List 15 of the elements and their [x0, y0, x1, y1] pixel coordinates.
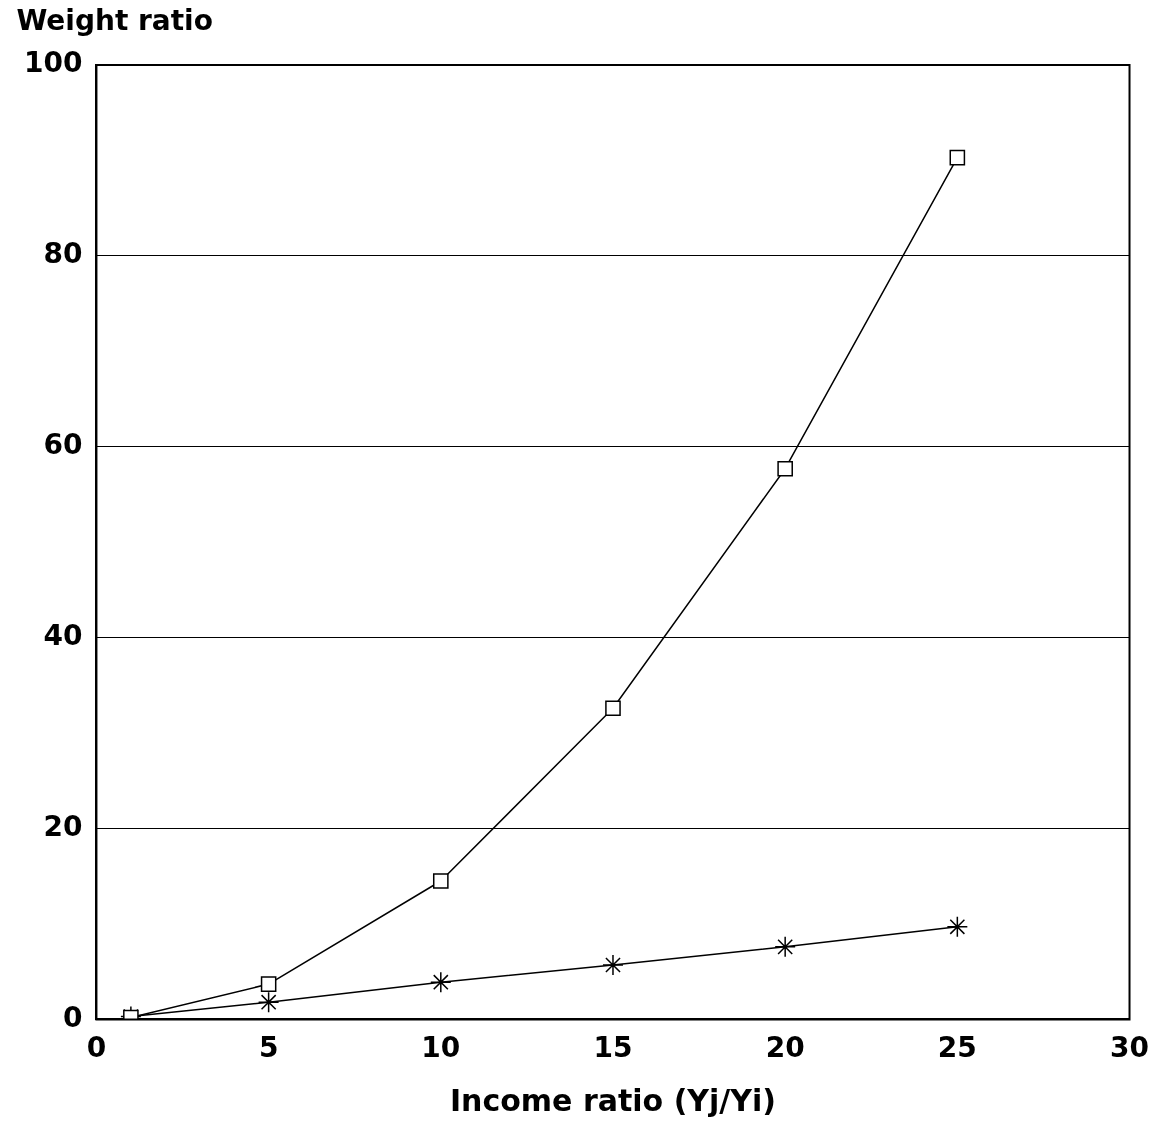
x-tick-label: 30 [1110, 1031, 1149, 1065]
x-tick-label: 20 [765, 1031, 805, 1065]
y-axis-title: Weight ratio [16, 4, 213, 38]
x-tick-label: 25 [937, 1031, 977, 1065]
y-tick-label: 60 [43, 428, 83, 462]
x-tick-label: 5 [258, 1031, 279, 1065]
x-tick-label: 0 [86, 1031, 107, 1065]
y-tick-label: 0 [62, 1000, 83, 1034]
y-tick-label: 100 [23, 46, 83, 80]
y-tick-label: 40 [43, 618, 83, 652]
x-tick-label: 15 [593, 1031, 633, 1065]
x-tick-label: 10 [421, 1031, 461, 1065]
y-tick-label: 80 [43, 237, 83, 271]
y-tick-label: 20 [43, 809, 83, 843]
x-axis-title: Income ratio (Yj/Yi) [449, 1082, 777, 1118]
